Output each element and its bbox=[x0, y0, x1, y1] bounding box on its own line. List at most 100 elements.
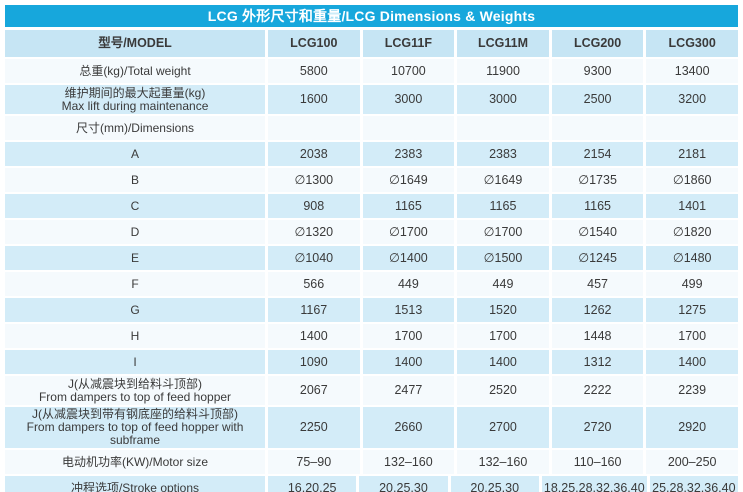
value-cell: 2660 bbox=[362, 407, 455, 448]
value-cell: 457 bbox=[551, 272, 644, 296]
value-cell: ∅1400 bbox=[362, 246, 455, 270]
table-row: D ∅1320 ∅1700 ∅1700 ∅1540 ∅1820 bbox=[5, 220, 738, 244]
value-cell: ∅1300 bbox=[268, 168, 360, 192]
value-cell: 3000 bbox=[457, 85, 549, 114]
value-cell: 5800 bbox=[268, 59, 360, 83]
value-cell: 2500 bbox=[551, 85, 644, 114]
value-cell: 2383 bbox=[457, 142, 549, 166]
value-cell: 132–160 bbox=[362, 450, 455, 474]
value-cell bbox=[268, 116, 360, 140]
value-cell: ∅1245 bbox=[551, 246, 644, 270]
value-cell: 2700 bbox=[457, 407, 549, 448]
value-cell: 1400 bbox=[268, 324, 360, 348]
value-cell: 2250 bbox=[268, 407, 360, 448]
table-row: H 1400 1700 1700 1448 1700 bbox=[5, 324, 738, 348]
table-row: J(从减震块到给料斗顶部) From dampers to top of feed… bbox=[5, 376, 738, 405]
row-label-line: F bbox=[131, 276, 139, 291]
value-cell: 1312 bbox=[551, 350, 644, 374]
value-cell: 11900 bbox=[457, 59, 549, 83]
table-row: A 2038 2383 2383 2154 2181 bbox=[5, 142, 738, 166]
table-row: J(从减震块到带有钢底座的给料斗顶部) From dampers to top o… bbox=[5, 407, 738, 448]
row-label-line: 总重(kg)/Total weight bbox=[79, 63, 191, 78]
row-label-line: E bbox=[130, 250, 139, 265]
value-cell: 2067 bbox=[268, 376, 360, 405]
value-cell: 1600 bbox=[268, 85, 360, 114]
row-label: 冲程选项/Stroke options bbox=[5, 476, 265, 492]
table-row: F 566 449 449 457 499 bbox=[5, 272, 738, 296]
value-cell: 2920 bbox=[646, 407, 738, 448]
value-cell: ∅1700 bbox=[457, 220, 549, 244]
table-row: G 1167 1513 1520 1262 1275 bbox=[5, 298, 738, 322]
row-label: F bbox=[5, 272, 265, 296]
value-cell: 3000 bbox=[362, 85, 455, 114]
value-cell: ∅1500 bbox=[457, 246, 549, 270]
row-label: J(从减震块到带有钢底座的给料斗顶部) From dampers to top o… bbox=[5, 407, 265, 448]
value-cell: 2038 bbox=[268, 142, 360, 166]
row-label-line: From dampers to top of feed hopper with … bbox=[26, 420, 244, 447]
value-cell: 449 bbox=[362, 272, 455, 296]
value-cell bbox=[646, 116, 738, 140]
row-label-line: From dampers to top of feed hopper bbox=[38, 389, 232, 404]
value-cell bbox=[551, 116, 644, 140]
row-label: 电动机功率(KW)/Motor size bbox=[5, 450, 265, 474]
value-cell: 200–250 bbox=[646, 450, 738, 474]
row-label: B bbox=[5, 168, 265, 192]
value-cell: 1165 bbox=[457, 194, 549, 218]
column-header: LCG200 bbox=[551, 30, 644, 57]
value-cell: 1401 bbox=[646, 194, 738, 218]
value-cell: 110–160 bbox=[551, 450, 644, 474]
value-cell: 1700 bbox=[457, 324, 549, 348]
row-label-line: 冲程选项/Stroke options bbox=[70, 480, 200, 492]
value-cell: 1700 bbox=[362, 324, 455, 348]
row-label: I bbox=[5, 350, 265, 374]
value-cell: ∅1040 bbox=[268, 246, 360, 270]
value-cell: 2720 bbox=[551, 407, 644, 448]
row-label: D bbox=[5, 220, 265, 244]
row-label-line: I bbox=[133, 354, 137, 369]
spec-table: 型号/MODEL LCG100 LCG11F LCG11M LCG200 LCG300 总重… bbox=[5, 30, 738, 492]
value-cell: ∅1480 bbox=[646, 246, 738, 270]
value-cell: 1262 bbox=[551, 298, 644, 322]
row-label: C bbox=[5, 194, 265, 218]
row-label: A bbox=[5, 142, 265, 166]
row-label: 尺寸(mm)/Dimensions bbox=[5, 116, 265, 140]
value-cell: 132–160 bbox=[457, 450, 549, 474]
value-cell: 2181 bbox=[646, 142, 738, 166]
column-header: LCG11F bbox=[362, 30, 455, 57]
value-cell: 2222 bbox=[551, 376, 644, 405]
table-title: LCG 外形尺寸和重量/LCG Dimensions & Weights bbox=[5, 5, 738, 27]
row-label-line: A bbox=[130, 146, 139, 161]
row-label-line: J(从减震块到给料斗顶部) bbox=[68, 376, 202, 391]
value-cell: 2520 bbox=[457, 376, 549, 405]
column-header: LCG100 bbox=[268, 30, 360, 57]
column-header: LCG300 bbox=[646, 30, 738, 57]
value-cell: 9300 bbox=[551, 59, 644, 83]
value-cell: 499 bbox=[646, 272, 738, 296]
row-label: H bbox=[5, 324, 265, 348]
value-cell: 18,25,28,32,36,40 bbox=[541, 476, 647, 492]
table-row: I 1090 1400 1400 1312 1400 bbox=[5, 350, 738, 374]
table-row: E ∅1040 ∅1400 ∅1500 ∅1245 ∅1480 bbox=[5, 246, 738, 270]
row-label-line: Max lift during maintenance bbox=[61, 98, 209, 113]
value-cell: 1700 bbox=[646, 324, 738, 348]
table-row: 冲程选项/Stroke options 16,20,25 20,25,30 20,25… bbox=[5, 476, 738, 492]
value-cell: 1275 bbox=[646, 298, 738, 322]
value-cell: 1400 bbox=[457, 350, 549, 374]
row-label-line: B bbox=[130, 172, 139, 187]
table-row: 总重(kg)/Total weight 5800 10700 11900 9300 134… bbox=[5, 59, 738, 83]
value-cell: 1167 bbox=[268, 298, 360, 322]
value-cell: 1513 bbox=[362, 298, 455, 322]
value-cell: 75–90 bbox=[268, 450, 360, 474]
row-label-line: D bbox=[130, 224, 140, 239]
value-cell: 1165 bbox=[551, 194, 644, 218]
column-header: LCG11M bbox=[457, 30, 549, 57]
value-cell: 1090 bbox=[268, 350, 360, 374]
value-cell: 2154 bbox=[551, 142, 644, 166]
value-cell: 1400 bbox=[362, 350, 455, 374]
value-cell: 20,25,30 bbox=[450, 476, 539, 492]
value-cell: 13400 bbox=[646, 59, 738, 83]
row-label-line: J(从减震块到带有钢底座的给料斗顶部) bbox=[32, 407, 238, 421]
row-label: G bbox=[5, 298, 265, 322]
value-cell: 20,25,30 bbox=[359, 476, 448, 492]
